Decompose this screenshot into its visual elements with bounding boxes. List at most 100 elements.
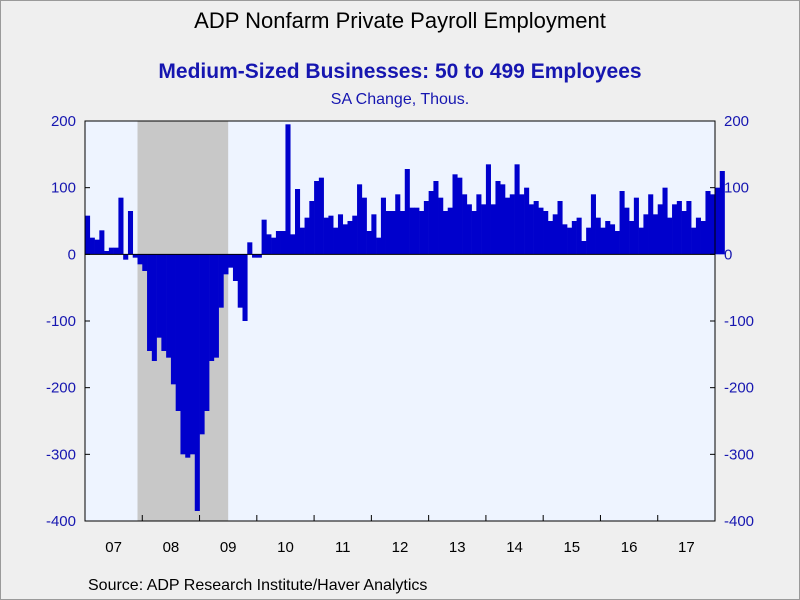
bar bbox=[543, 211, 549, 255]
bar bbox=[190, 254, 196, 455]
bar bbox=[314, 181, 320, 255]
bar bbox=[323, 217, 329, 255]
bar bbox=[132, 254, 138, 258]
y-tick-label-left: -200 bbox=[46, 380, 76, 397]
source-note: Source: ADP Research Institute/Haver Ana… bbox=[88, 577, 428, 594]
bar bbox=[610, 224, 616, 255]
bar bbox=[495, 181, 501, 255]
y-tick-label-left: -400 bbox=[46, 513, 76, 530]
bar bbox=[414, 207, 420, 255]
bar bbox=[538, 207, 544, 255]
bar bbox=[442, 211, 449, 255]
y-tick-label-right: -400 bbox=[724, 513, 754, 530]
bar bbox=[242, 254, 248, 321]
bar bbox=[266, 234, 272, 255]
bar bbox=[490, 204, 496, 255]
bar bbox=[514, 164, 520, 255]
bar bbox=[185, 254, 191, 458]
y-tick-label-right: -300 bbox=[724, 446, 754, 463]
bar bbox=[333, 227, 339, 255]
y-tick-label-right: 200 bbox=[724, 113, 749, 130]
bar bbox=[509, 194, 515, 255]
bar bbox=[485, 164, 491, 255]
y-tick-label-left: -300 bbox=[46, 446, 76, 463]
bar bbox=[657, 204, 663, 255]
bar bbox=[691, 227, 697, 255]
bar bbox=[175, 254, 181, 411]
bar bbox=[290, 234, 296, 255]
bar bbox=[104, 251, 110, 255]
bar bbox=[629, 221, 635, 255]
bar bbox=[223, 254, 229, 275]
bar bbox=[352, 215, 358, 255]
bar bbox=[638, 227, 644, 255]
bar bbox=[481, 204, 487, 255]
bar bbox=[256, 254, 262, 258]
bar bbox=[361, 197, 367, 255]
bar bbox=[199, 254, 205, 435]
bar bbox=[533, 201, 539, 255]
x-tick-label: 07 bbox=[105, 539, 122, 556]
bar bbox=[400, 211, 406, 255]
bar bbox=[180, 254, 186, 455]
bar bbox=[686, 201, 692, 255]
bar bbox=[552, 214, 558, 255]
bar bbox=[247, 242, 253, 255]
bar bbox=[648, 194, 654, 255]
y-tick-label-left: 100 bbox=[51, 180, 76, 197]
bar bbox=[652, 214, 659, 255]
chart-subtitle: Medium-Sized Businesses: 50 to 499 Emplo… bbox=[158, 60, 642, 83]
bar bbox=[99, 230, 105, 255]
bar bbox=[342, 224, 348, 255]
bar bbox=[390, 211, 396, 255]
x-tick-label: 08 bbox=[163, 539, 180, 556]
bar bbox=[562, 224, 568, 255]
bar bbox=[428, 191, 434, 255]
bar bbox=[166, 254, 172, 358]
bar bbox=[232, 254, 239, 281]
bar bbox=[127, 211, 134, 255]
bar bbox=[452, 174, 458, 255]
bar bbox=[662, 187, 668, 255]
bar bbox=[528, 204, 534, 255]
bar bbox=[409, 207, 415, 255]
bar bbox=[476, 194, 482, 255]
bar bbox=[681, 211, 687, 255]
x-tick-label: 12 bbox=[392, 539, 409, 556]
y-tick-label-right: 0 bbox=[724, 246, 732, 263]
bar bbox=[590, 194, 596, 255]
bar bbox=[438, 197, 444, 255]
bar bbox=[89, 237, 95, 255]
bar bbox=[213, 254, 219, 358]
bar bbox=[161, 254, 167, 351]
bar bbox=[275, 231, 281, 255]
bar bbox=[285, 124, 291, 255]
bar bbox=[519, 194, 525, 255]
bar bbox=[142, 254, 148, 271]
x-tick-label: 17 bbox=[678, 539, 695, 556]
bar bbox=[571, 221, 577, 255]
bar bbox=[614, 231, 620, 255]
bar bbox=[357, 184, 363, 255]
chart-title: ADP Nonfarm Private Payroll Employment bbox=[194, 8, 606, 33]
bar bbox=[619, 191, 625, 255]
bar bbox=[423, 201, 429, 255]
bar bbox=[462, 194, 468, 255]
x-tick-label: 11 bbox=[335, 539, 351, 556]
bar bbox=[466, 204, 472, 255]
bar bbox=[280, 231, 286, 255]
bar bbox=[676, 201, 682, 255]
bar bbox=[299, 227, 305, 255]
bar bbox=[600, 227, 606, 255]
bar bbox=[385, 211, 391, 255]
bar bbox=[147, 254, 153, 351]
bar bbox=[170, 254, 176, 385]
bar bbox=[371, 214, 377, 255]
bar bbox=[567, 227, 573, 255]
bar bbox=[667, 217, 673, 255]
bar bbox=[304, 217, 310, 255]
bar bbox=[337, 214, 344, 255]
x-tick-label: 13 bbox=[449, 539, 466, 556]
bar bbox=[209, 254, 215, 361]
